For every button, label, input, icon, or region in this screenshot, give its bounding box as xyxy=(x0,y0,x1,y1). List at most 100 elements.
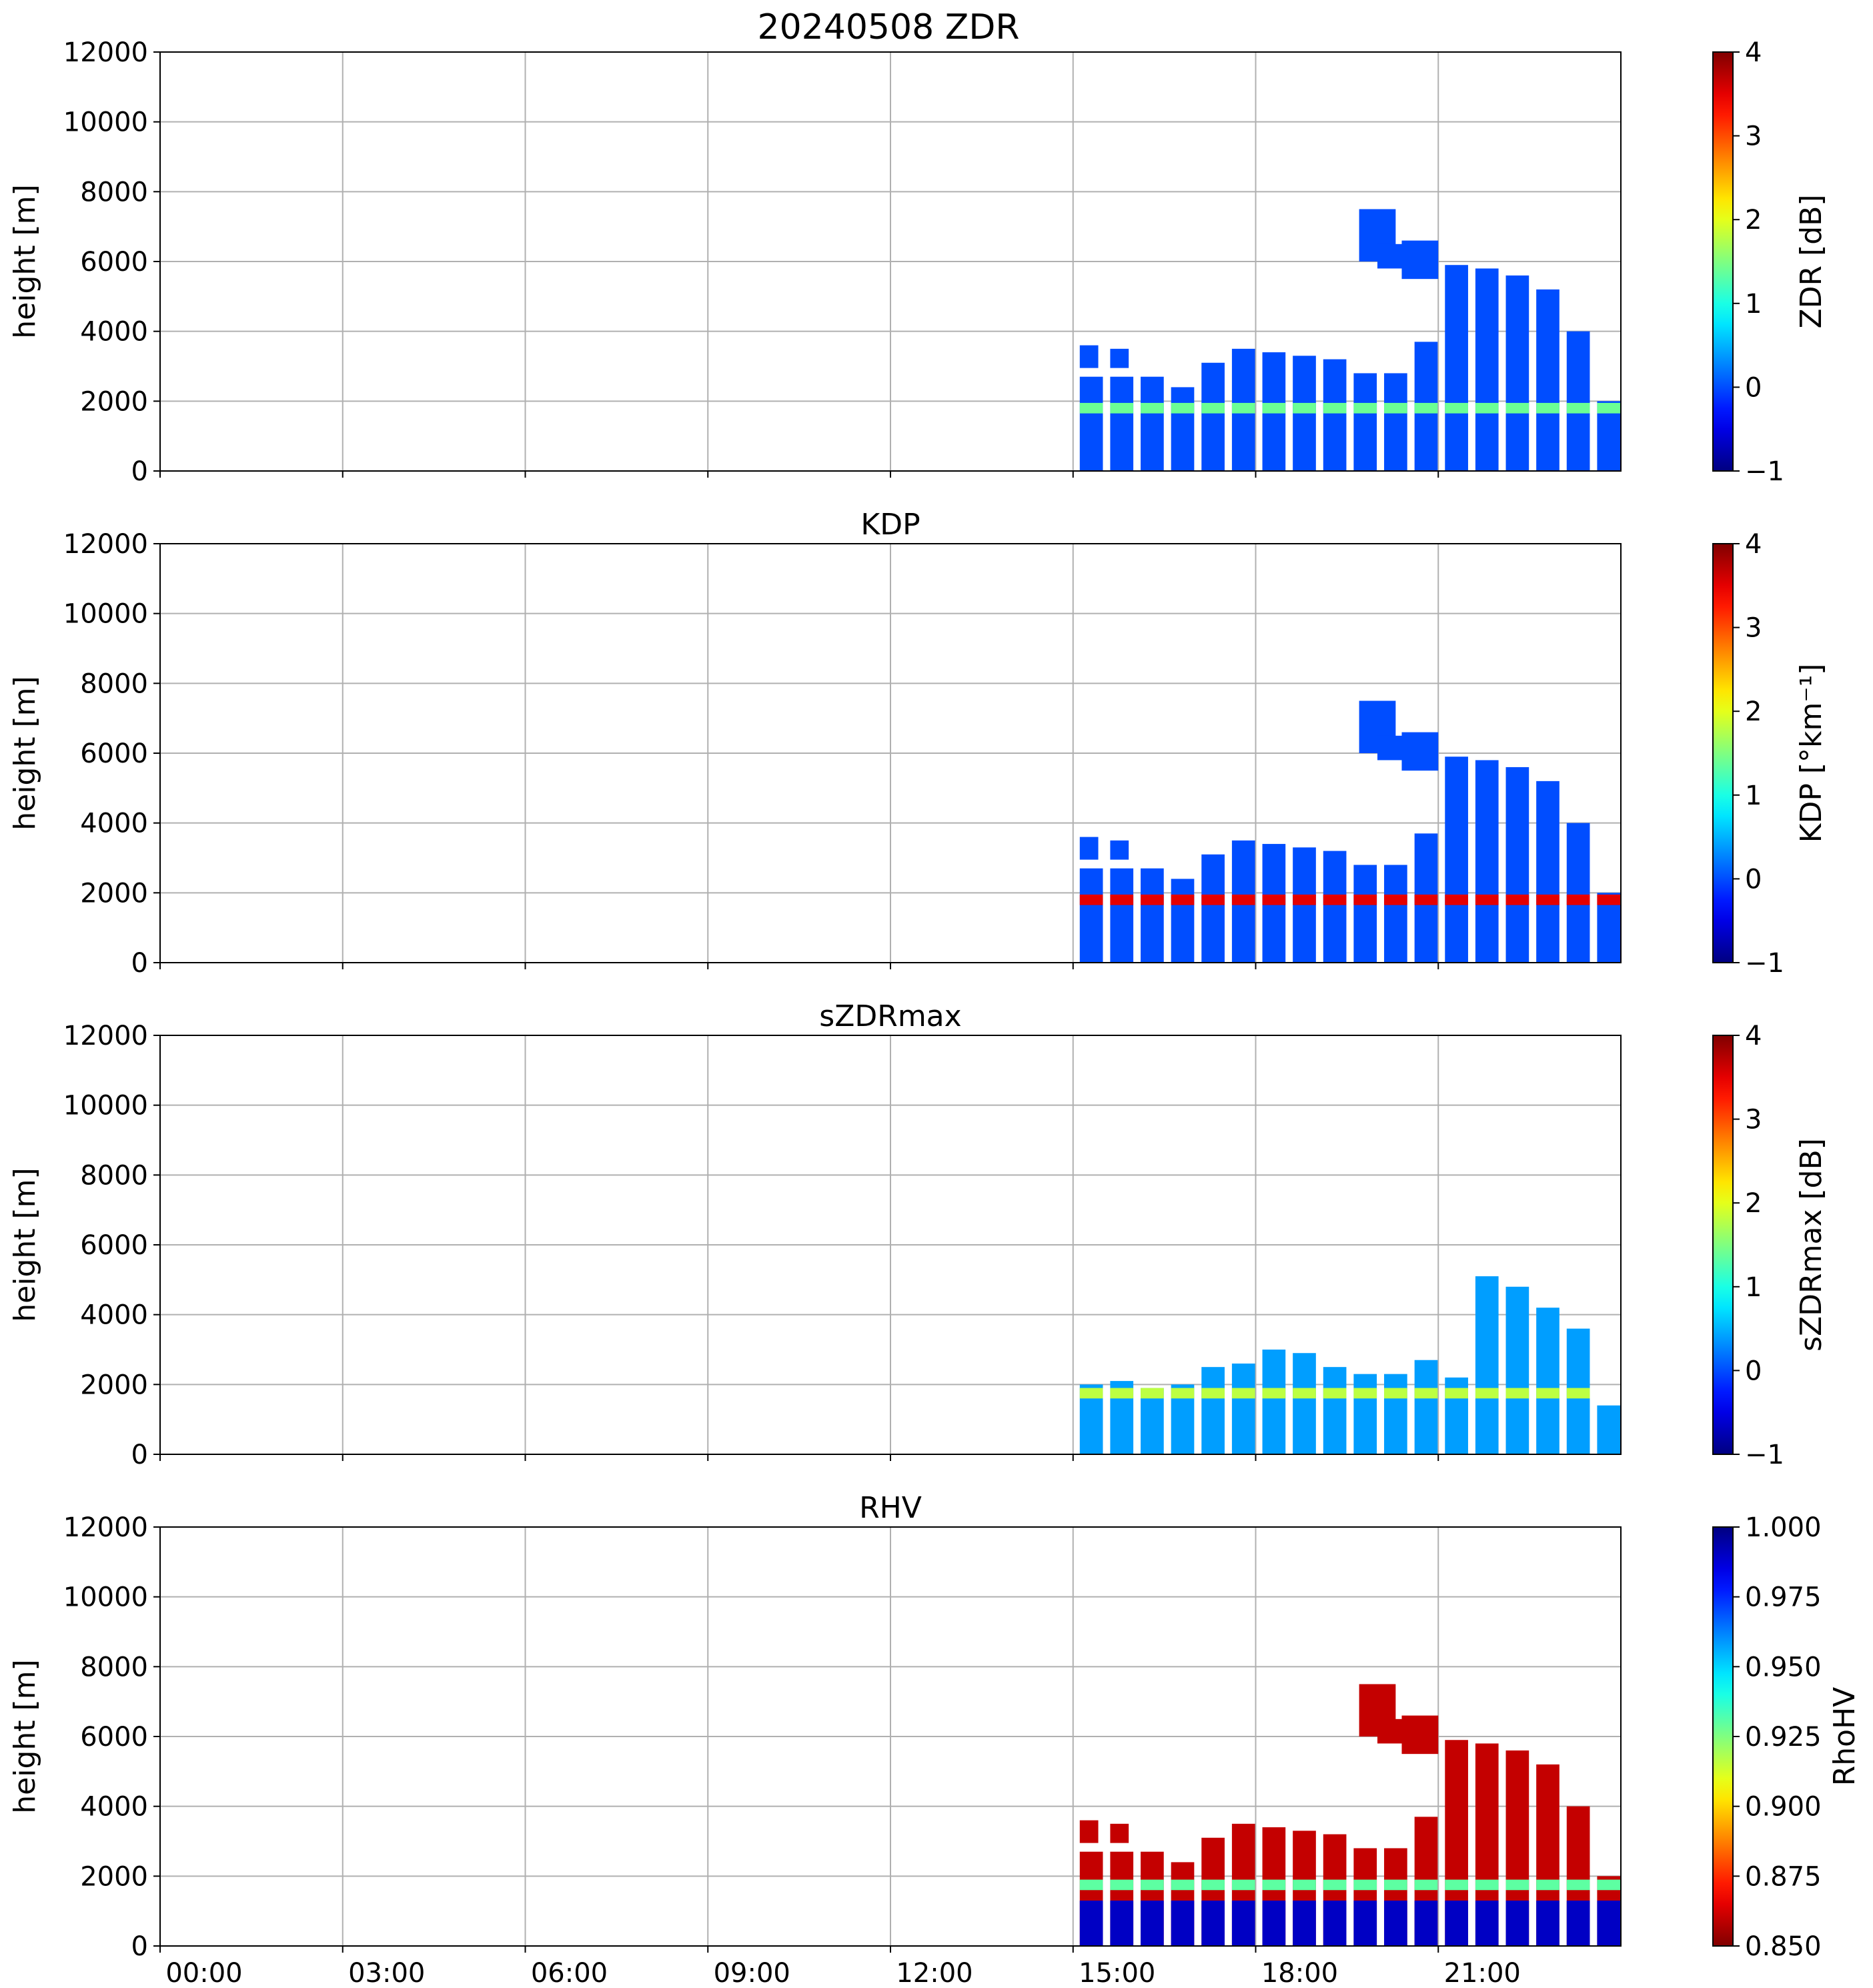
x-tick-label: 09:00 xyxy=(714,1958,790,1988)
scan-column xyxy=(1536,1308,1559,1454)
colorbar-tick-label: 0 xyxy=(1745,1356,1762,1386)
y-axis-label: height [m] xyxy=(8,1167,42,1322)
melting-layer-band xyxy=(1201,402,1225,414)
scan-column xyxy=(1110,868,1134,963)
melting-layer-band xyxy=(1201,1879,1225,1891)
scan-column xyxy=(1536,781,1559,963)
melting-layer-band xyxy=(1201,894,1225,905)
colorbar-tick-label: 2 xyxy=(1745,1188,1762,1219)
melting-layer-band xyxy=(1566,402,1590,414)
scan-column xyxy=(1231,1363,1255,1454)
melting-layer-band xyxy=(1231,402,1255,414)
melting-layer-band xyxy=(1353,1879,1377,1891)
figure-title: 20240508 ZDR xyxy=(758,7,1020,47)
y-tick-label: 0 xyxy=(131,456,148,487)
y-tick-label: 12000 xyxy=(63,1021,148,1051)
scan-column xyxy=(1475,760,1499,963)
high-cloud-patch xyxy=(1401,1715,1439,1755)
melting-layer-band xyxy=(1293,1879,1316,1891)
scan-column-low xyxy=(1262,1900,1286,1946)
y-tick-label: 6000 xyxy=(80,738,148,769)
x-tick-label: 12:00 xyxy=(896,1958,973,1988)
scan-column-low xyxy=(1079,1900,1103,1946)
scan-column xyxy=(1475,1276,1499,1454)
melting-layer-band xyxy=(1384,1388,1407,1399)
melting-layer-band xyxy=(1171,1388,1195,1399)
y-tick-label: 2000 xyxy=(80,386,148,417)
y-tick-label: 12000 xyxy=(63,37,148,68)
melting-layer-band xyxy=(1445,1879,1468,1891)
scan-column xyxy=(1597,1405,1621,1454)
melting-layer-band xyxy=(1475,894,1499,905)
scan-column xyxy=(1141,376,1164,471)
high-cloud-patch xyxy=(1401,240,1439,280)
y-tick-label: 6000 xyxy=(80,1230,148,1261)
melting-layer-band xyxy=(1384,1879,1407,1891)
colorbar-tick-label: −1 xyxy=(1745,456,1784,487)
x-tick-label: 00:00 xyxy=(165,1958,242,1988)
melting-layer-band xyxy=(1536,1388,1559,1399)
scan-column xyxy=(1505,275,1529,471)
melting-layer-band xyxy=(1201,1388,1225,1399)
x-tick-label: 18:00 xyxy=(1261,1958,1338,1988)
y-tick-label: 12000 xyxy=(63,529,148,560)
panel-title: KDP xyxy=(860,508,920,542)
scan-column-low xyxy=(1536,1900,1559,1946)
colorbar-tick-label: 0.975 xyxy=(1745,1582,1822,1613)
scan-column-low xyxy=(1323,1900,1347,1946)
scan-column-low xyxy=(1231,1900,1255,1946)
colorbar-tick-label: 0.850 xyxy=(1745,1931,1822,1962)
y-tick-label: 10000 xyxy=(63,1582,148,1613)
scan-column xyxy=(1171,879,1195,963)
scan-column-low xyxy=(1505,1900,1529,1946)
scan-column-low xyxy=(1414,1900,1438,1946)
colorbar-tick-label: 4 xyxy=(1745,37,1762,68)
scan-column xyxy=(1141,1388,1164,1454)
melting-layer-band xyxy=(1445,1388,1468,1399)
melting-layer-band xyxy=(1231,894,1255,905)
melting-layer-band xyxy=(1079,1388,1103,1399)
echo-patch xyxy=(1079,837,1099,860)
colorbar-label: RhoHV xyxy=(1828,1687,1862,1787)
colorbar-tick-label: 0.875 xyxy=(1745,1861,1822,1892)
scan-column xyxy=(1445,265,1468,471)
scan-column xyxy=(1201,854,1225,963)
scan-column xyxy=(1110,376,1134,471)
scan-column xyxy=(1171,387,1195,471)
colorbar xyxy=(1712,1035,1734,1455)
melting-layer-band xyxy=(1597,1879,1621,1891)
melting-layer-band xyxy=(1141,402,1164,414)
colorbar-tick-label: 2 xyxy=(1745,205,1762,235)
melting-layer-band xyxy=(1323,1879,1347,1891)
panel-1: 0 2000 4000 6000 8000 10000 12000 height [m] −1 0… xyxy=(8,37,1828,487)
colorbar-tick-label: −1 xyxy=(1745,948,1784,979)
panel-title: sZDRmax xyxy=(819,999,961,1033)
panel-3: sZDRmax 0 2000 4000 6000 8000 10000 12000 height… xyxy=(8,999,1828,1470)
data-layer xyxy=(1079,1276,1621,1454)
scan-column-low xyxy=(1445,1900,1468,1946)
melting-layer-band xyxy=(1475,1388,1499,1399)
y-axis-label: height [m] xyxy=(8,676,42,830)
panel-title: RHV xyxy=(859,1491,922,1525)
melting-layer-band xyxy=(1566,1388,1590,1399)
echo-patch xyxy=(1079,1820,1099,1843)
colorbar-tick-label: 0 xyxy=(1745,372,1762,403)
y-tick-label: 8000 xyxy=(80,668,148,699)
melting-layer-band xyxy=(1475,402,1499,414)
melting-layer-band xyxy=(1536,1879,1559,1891)
melting-layer-band xyxy=(1323,894,1347,905)
colorbar-label: KDP [°km⁻¹] xyxy=(1794,664,1828,843)
melting-layer-band xyxy=(1414,402,1438,414)
colorbar-tick-label: 0.950 xyxy=(1745,1652,1822,1682)
scan-column-low xyxy=(1141,1900,1164,1946)
y-tick-label: 6000 xyxy=(80,1722,148,1753)
colorbar-label: ZDR [dB] xyxy=(1794,194,1828,328)
scan-column xyxy=(1201,362,1225,471)
scan-column xyxy=(1536,289,1559,471)
echo-patch xyxy=(1110,348,1129,368)
y-tick-label: 0 xyxy=(131,948,148,979)
y-tick-label: 8000 xyxy=(80,1652,148,1682)
melting-layer-band xyxy=(1110,1388,1134,1399)
melting-layer-band xyxy=(1231,1879,1255,1891)
melting-layer-band xyxy=(1293,402,1316,414)
